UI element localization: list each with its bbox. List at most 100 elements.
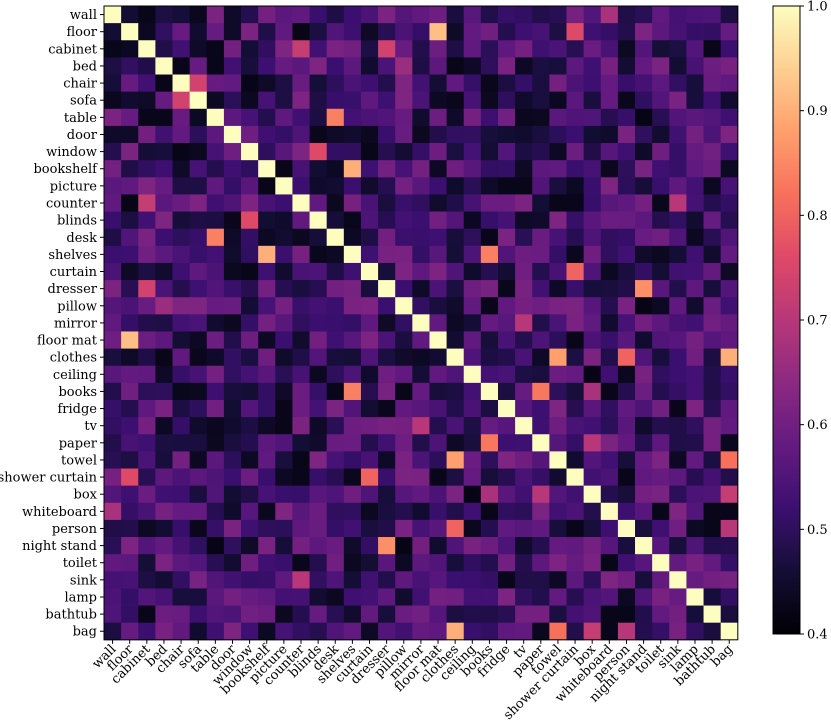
heatmap-cell <box>395 297 413 315</box>
heatmap-cell <box>720 605 739 624</box>
heatmap-cell <box>223 519 242 538</box>
heatmap-cell <box>412 108 430 127</box>
heatmap-cell <box>532 245 550 264</box>
heatmap-cell <box>703 502 722 521</box>
heatmap-cell <box>549 160 567 178</box>
heatmap-cell <box>600 554 619 572</box>
heatmap-cell <box>463 143 482 161</box>
heatmap-cell <box>292 297 310 315</box>
heatmap-cell <box>378 245 396 264</box>
heatmap-cell <box>292 160 310 178</box>
heatmap-cell <box>326 177 345 195</box>
heatmap-cell <box>515 399 533 418</box>
heatmap-cell <box>669 91 687 110</box>
heatmap-cell <box>720 6 739 24</box>
heatmap-cell <box>549 297 567 315</box>
heatmap-cell <box>172 57 191 75</box>
heatmap-cell <box>549 554 567 572</box>
heatmap-cell <box>121 23 139 41</box>
heatmap-cell <box>138 143 156 161</box>
heatmap-cell <box>241 382 259 401</box>
heatmap-cell <box>635 348 653 367</box>
heatmap-cell <box>566 160 585 178</box>
heatmap-cell <box>206 57 225 75</box>
heatmap-cell <box>669 245 687 264</box>
heatmap-cell <box>343 262 362 281</box>
heatmap-cell <box>566 434 585 452</box>
heatmap-cell <box>497 74 516 93</box>
heatmap-cell <box>395 143 413 161</box>
heatmap-cell <box>343 177 362 195</box>
heatmap-cell <box>412 211 430 230</box>
heatmap-cell <box>635 622 653 641</box>
heatmap-cell <box>412 74 430 93</box>
heatmap-cell <box>652 125 670 144</box>
heatmap-cell <box>326 74 345 93</box>
heatmap-cell <box>155 571 173 589</box>
heatmap-cell <box>292 588 310 606</box>
heatmap-cell <box>412 622 430 641</box>
heatmap-cell <box>223 588 242 606</box>
heatmap-cell <box>669 622 687 641</box>
heatmap-cell <box>241 211 259 230</box>
heatmap-cell <box>172 74 191 93</box>
heatmap-cell <box>703 228 722 247</box>
heatmap-cell <box>446 331 465 349</box>
heatmap-cell <box>206 399 225 418</box>
heatmap-cell <box>360 6 379 24</box>
heatmap-cell <box>463 451 482 469</box>
heatmap-cell <box>669 571 687 589</box>
heatmap-cell <box>378 605 396 624</box>
heatmap-cell <box>343 468 362 487</box>
heatmap-cell <box>720 160 739 178</box>
heatmap-cell <box>138 160 156 178</box>
y-tick-label: mirror <box>54 316 98 331</box>
heatmap-cell <box>326 417 345 435</box>
heatmap-cell <box>412 194 430 212</box>
heatmap-cell <box>463 554 482 572</box>
heatmap-cell <box>292 571 310 589</box>
heatmap-cell <box>600 6 619 24</box>
heatmap-cell <box>720 211 739 230</box>
heatmap-cell <box>429 468 447 487</box>
heatmap-cell <box>412 485 430 504</box>
heatmap-cell <box>635 451 653 469</box>
heatmap-cell <box>480 262 499 281</box>
heatmap-cell <box>549 519 567 538</box>
heatmap-cell <box>343 571 362 589</box>
heatmap-cell <box>223 245 242 264</box>
heatmap-cell <box>121 365 139 384</box>
heatmap-cell <box>378 451 396 469</box>
heatmap-cell <box>206 605 225 624</box>
heatmap-cell <box>703 554 722 572</box>
heatmap-cell <box>669 554 687 572</box>
heatmap-cell <box>360 331 379 349</box>
heatmap-cell <box>617 399 636 418</box>
heatmap-cell <box>309 399 328 418</box>
heatmap-cell <box>360 519 379 538</box>
heatmap-cell <box>343 417 362 435</box>
heatmap-cell <box>566 365 585 384</box>
heatmap-cell <box>497 519 516 538</box>
y-tick-label: bag <box>73 625 97 640</box>
heatmap-cell <box>703 160 722 178</box>
heatmap-cell <box>446 399 465 418</box>
heatmap-cell <box>463 571 482 589</box>
heatmap-cell <box>583 331 602 349</box>
heatmap-cell <box>720 382 739 401</box>
heatmap-cell <box>343 23 362 41</box>
heatmap-cell <box>121 245 139 264</box>
heatmap-cell <box>378 622 396 641</box>
heatmap-cell <box>617 40 636 58</box>
heatmap-cell <box>258 365 276 384</box>
heatmap-cell <box>703 40 722 58</box>
heatmap-cell <box>189 297 208 315</box>
heatmap-cell <box>309 280 328 298</box>
heatmap-cell <box>617 211 636 230</box>
heatmap-cell <box>669 502 687 521</box>
heatmap-cell <box>275 554 293 572</box>
heatmap-cell <box>138 451 156 469</box>
heatmap-cell <box>275 399 293 418</box>
heatmap-cell <box>378 502 396 521</box>
heatmap-cell <box>429 554 447 572</box>
